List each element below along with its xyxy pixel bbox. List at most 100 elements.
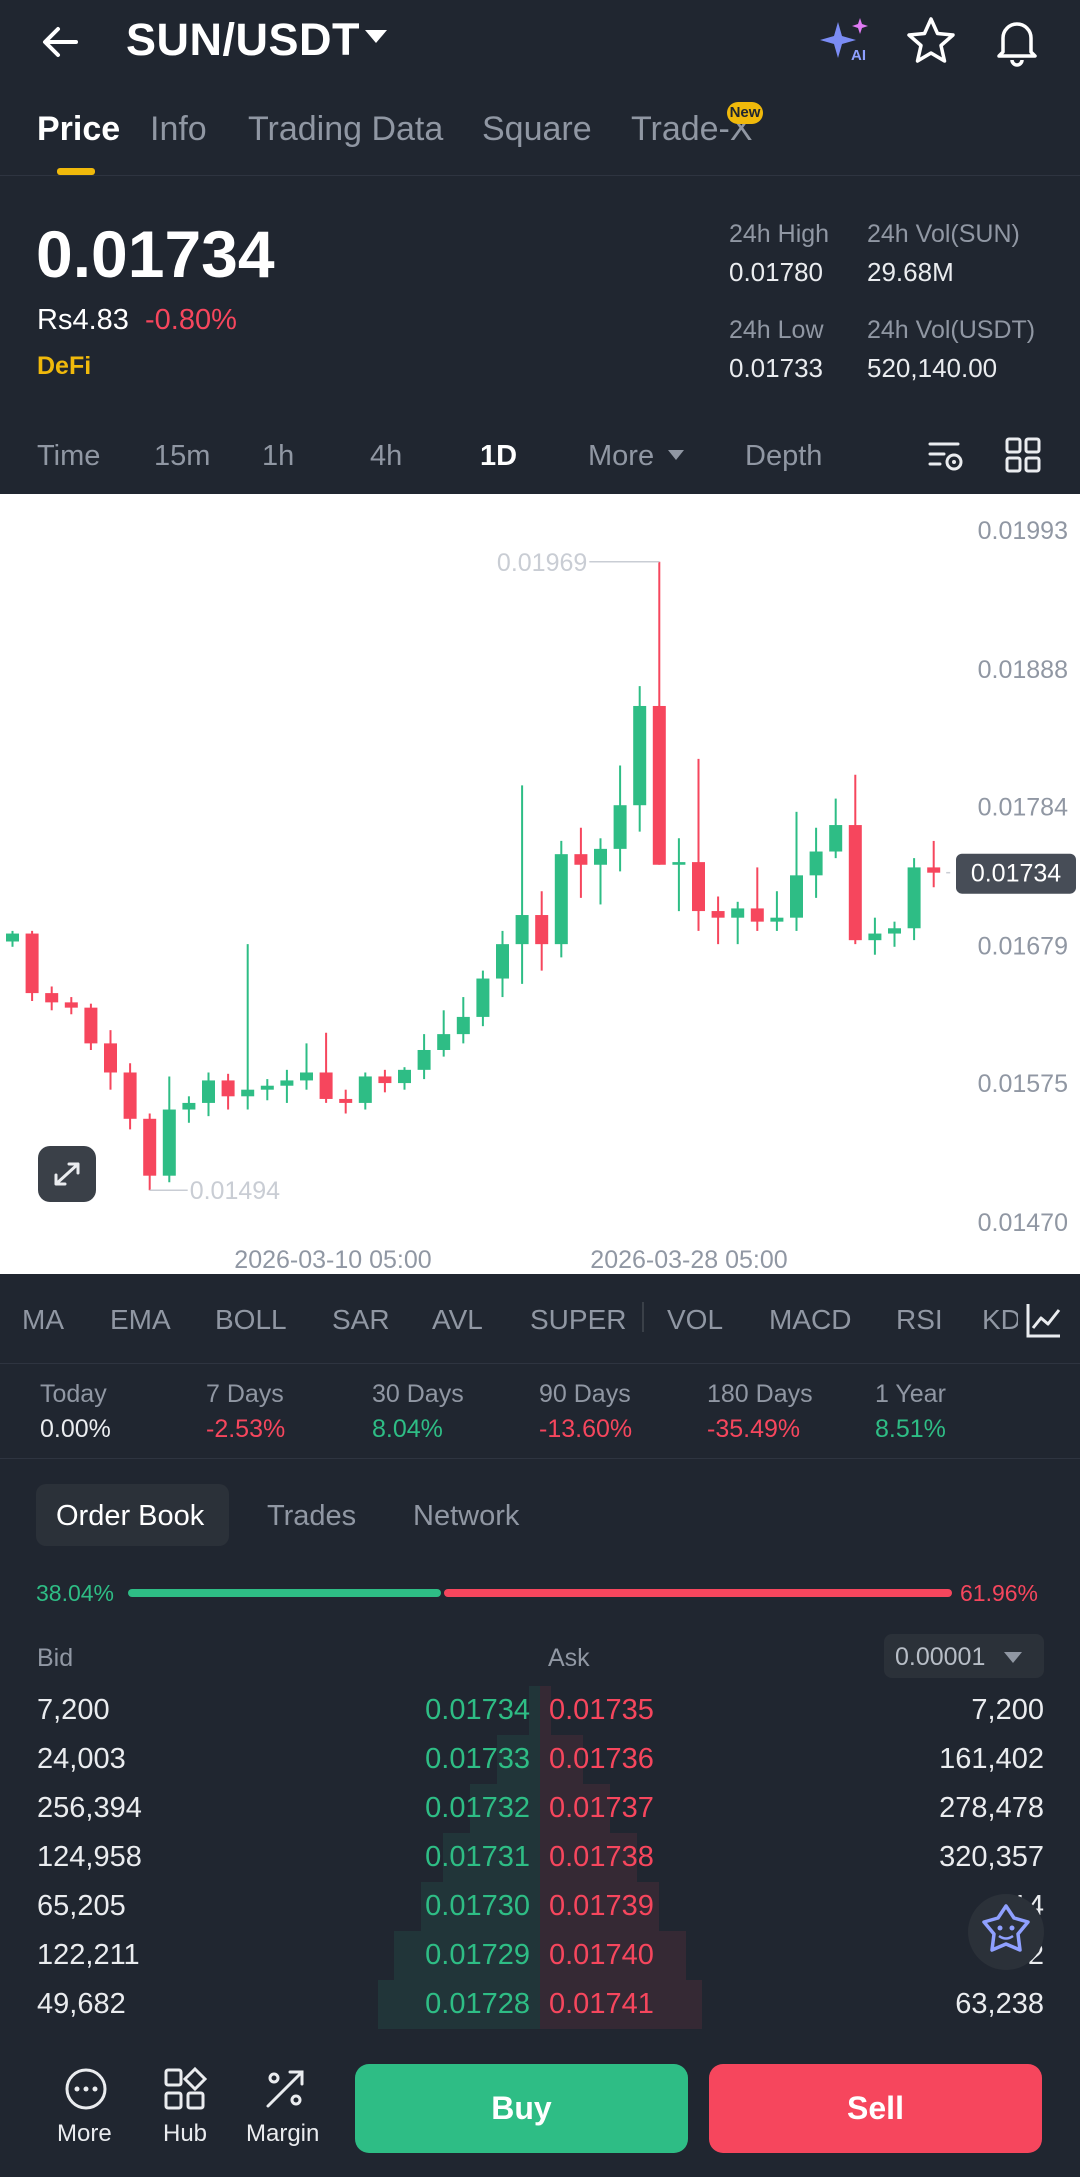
order-book-row[interactable]: 124,958 0.01731 0.01738 320,357 (0, 1833, 1080, 1882)
tab-order-book[interactable] (36, 1484, 229, 1546)
candle-body (927, 867, 941, 873)
ask-ratio-bar (444, 1589, 952, 1597)
hub-icon[interactable] (162, 2066, 208, 2112)
indicator-ma[interactable]: MA (22, 1304, 64, 1335)
tab-order-book-label[interactable]: Order Book (56, 1500, 205, 1532)
bid-depth-bar (421, 1882, 540, 1931)
candle-body (574, 854, 588, 865)
candle-body (221, 1080, 235, 1097)
indicator-rsi[interactable]: RSI (896, 1304, 943, 1335)
order-book-row[interactable]: 256,394 0.01732 0.01737 278,478 (0, 1784, 1080, 1833)
indicator-boll[interactable]: BOLL (215, 1304, 287, 1335)
candle-body (868, 933, 882, 941)
y-axis-tick-label: 0.01679 (978, 932, 1068, 960)
candle-body (515, 915, 529, 945)
candle-body (535, 915, 549, 945)
interval-1h[interactable]: 1h (262, 440, 295, 472)
ask-quantity: 7,200 (971, 1694, 1044, 1726)
indicator-macd[interactable]: MACD (769, 1304, 852, 1335)
pair-dropdown-caret-icon[interactable] (365, 30, 387, 43)
ask-depth-bar (540, 1931, 686, 1980)
candle-body (848, 825, 862, 941)
hub-label[interactable]: Hub (163, 2120, 208, 2147)
interval-depth[interactable]: Depth (745, 440, 823, 472)
perf-label: 30 Days (372, 1380, 464, 1408)
page-tabs: Price Info Trading Data Square Trade-X (0, 96, 1080, 176)
candle-body (358, 1076, 372, 1103)
candle-body (672, 862, 686, 865)
tab-square[interactable]: Square (482, 110, 592, 148)
ask-column-header: Ask (548, 1644, 590, 1672)
category-tag[interactable]: DeFi (37, 352, 92, 380)
bid-quantity: 49,682 (37, 1988, 126, 2020)
ask-depth-bar (540, 1882, 659, 1931)
order-book-row[interactable]: 65,205 0.01730 0.01739 14 (0, 1882, 1080, 1931)
margin-icon[interactable] (262, 2066, 308, 2112)
stat-label-24h-high: 24h High (729, 220, 830, 248)
more-dots-icon[interactable] (63, 2066, 109, 2112)
assistant-bot-icon[interactable] (968, 1894, 1044, 1970)
order-book-row[interactable]: 49,682 0.01728 0.01741 63,238 (0, 1980, 1080, 2029)
stat-value-24h-vol-base: 29.68M (867, 257, 954, 287)
perf-value: -2.53% (206, 1415, 286, 1443)
buy-button[interactable]: Buy (355, 2064, 688, 2153)
indicator-sar[interactable]: SAR (332, 1304, 390, 1335)
tab-trades[interactable]: Trades (267, 1500, 357, 1532)
chevron-down-icon[interactable] (1004, 1652, 1022, 1663)
tab-info[interactable]: Info (150, 110, 207, 148)
indicator-ema[interactable]: EMA (110, 1304, 171, 1335)
interval-time[interactable]: Time (37, 440, 101, 472)
price-chart[interactable]: 0.01993 0.01888 0.01784 0.01679 0.01575 0.014… (0, 494, 1080, 1274)
interval-4h[interactable]: 4h (370, 440, 403, 472)
more-caret-icon[interactable] (668, 450, 684, 460)
indicator-vol[interactable]: VOL (667, 1304, 724, 1335)
chart-type-icon[interactable] (1024, 1300, 1064, 1340)
interval-more[interactable]: More (588, 440, 655, 472)
ask-price: 0.01739 (549, 1890, 654, 1922)
bid-depth-bar (497, 1735, 540, 1784)
interval-15m[interactable]: 15m (154, 440, 211, 472)
ask-depth-bar (540, 1980, 702, 2029)
chart-settings-icon[interactable] (926, 436, 966, 476)
candle-body (319, 1072, 333, 1099)
more-label[interactable]: More (57, 2120, 112, 2147)
perf-label: 7 Days (206, 1380, 284, 1408)
ask-price: 0.01738 (549, 1841, 654, 1873)
perf-value: 8.04% (372, 1415, 443, 1443)
candle-body (6, 933, 19, 942)
interval-bar: Time 15m 1h 4h 1D More Depth (0, 424, 1080, 490)
candle-body (417, 1049, 431, 1070)
candle-body (437, 1034, 451, 1050)
sell-button[interactable]: Sell (709, 2064, 1042, 2153)
tab-price[interactable]: Price (37, 110, 121, 148)
order-book-row[interactable]: 7,200 0.01734 0.01735 7,200 (0, 1686, 1080, 1735)
candle-body (731, 908, 745, 918)
ask-depth-bar (540, 1735, 583, 1784)
candlestick-chart[interactable]: 0.01993 0.01888 0.01784 0.01679 0.01575 0.014… (0, 494, 1080, 1274)
layout-grid-icon[interactable] (1004, 436, 1042, 474)
interval-1d[interactable]: 1D (480, 440, 518, 472)
active-tab-indicator (57, 168, 95, 175)
indicator-super[interactable]: SUPER (530, 1304, 627, 1335)
last-price: 0.01734 (36, 217, 275, 291)
tab-trading-data[interactable]: Trading Data (248, 110, 444, 148)
bid-column-header: Bid (37, 1644, 74, 1672)
expand-chart-icon[interactable] (38, 1146, 96, 1202)
ask-depth-bar (540, 1833, 637, 1882)
order-book-row[interactable]: 24,003 0.01733 0.01736 161,402 (0, 1735, 1080, 1784)
perf-label: 180 Days (707, 1380, 813, 1408)
candle-body (64, 1002, 78, 1008)
precision-value[interactable]: 0.00001 (895, 1643, 986, 1671)
ai-sparkle-icon[interactable]: AI (818, 14, 874, 66)
pair-title[interactable]: SUN/USDT (126, 14, 361, 65)
indicator-avl[interactable]: AVL (432, 1304, 483, 1335)
order-book-row[interactable]: 122,211 0.01729 0.01740 2 (0, 1931, 1080, 1980)
back-arrow-icon[interactable] (36, 16, 88, 68)
indicator-kd[interactable]: KD (982, 1304, 1018, 1335)
star-icon[interactable] (904, 14, 958, 68)
candle-body (907, 867, 921, 929)
low-price-annotation: 0.01494 (190, 1177, 280, 1205)
tab-network[interactable]: Network (413, 1500, 520, 1532)
margin-label[interactable]: Margin (246, 2120, 320, 2147)
bell-icon[interactable] (990, 14, 1044, 68)
